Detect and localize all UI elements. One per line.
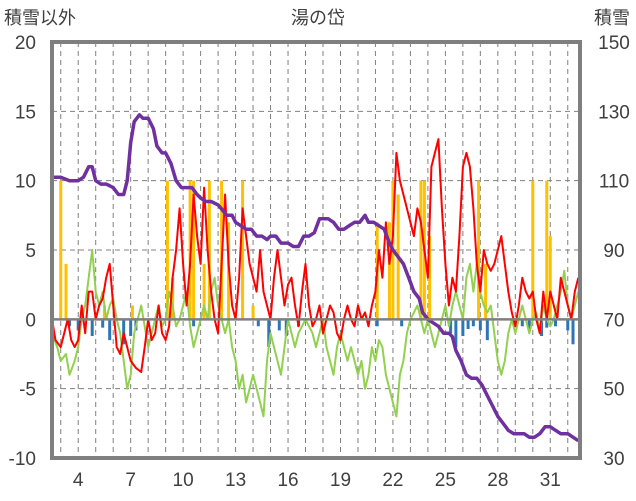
plot-frame [50,40,582,460]
x-tick-label: 16 [277,470,298,491]
grid-lines [52,42,580,458]
x-tick-label: 22 [382,470,403,491]
snow_change-bar [101,319,105,328]
left-tick-label: 5 [25,241,36,262]
right-tick-label: 90 [603,241,624,262]
snow_change-bar [461,319,465,336]
snow_change-bar [571,319,575,345]
x-tick-label: 4 [73,470,84,491]
x-tick-label: 28 [487,470,508,491]
snow_change-bar [466,319,470,330]
x-tick-label: 10 [173,470,194,491]
precip-bar [59,180,63,320]
left-tick-label: 20 [15,33,36,54]
precip-bar [548,236,552,320]
precip-bar [202,263,206,320]
x-tick-label: 19 [330,470,351,491]
snow_change-bar [400,319,404,327]
left-tick-label: 0 [25,310,36,331]
x-tick-label: 13 [225,470,246,491]
precip-bar [484,263,488,320]
x-tick-label: 25 [435,470,456,491]
snow_depth-line [52,113,580,443]
left-tick-label: 10 [15,172,36,193]
left-tick-label: -10 [9,449,36,470]
x-tick-label: 7 [125,470,136,491]
right-tick-label: 150 [598,33,630,54]
snow_change-bar [520,319,524,327]
right-tick-label: 70 [603,310,624,331]
snow_change-bar [545,319,549,328]
precip-bar [251,305,255,320]
temp_min-line [51,249,580,418]
right-tick-label: 130 [598,102,630,123]
snow_change-bar [129,319,133,336]
precip-bar [64,263,68,320]
precip-bar [192,180,196,320]
snow_change-bar [90,319,94,336]
x-tick-label: 31 [540,470,561,491]
left-tick-label: 15 [15,102,36,123]
precip-bar [130,305,134,320]
snow_change-bar [267,319,271,348]
snow_change-bar [76,319,80,331]
precip-bar [387,222,391,320]
precip-bar [171,277,175,320]
precip-bar [419,180,423,320]
series-lines [51,113,580,443]
right-axis-label: 積雪 [594,8,630,29]
snow_change-bar [540,319,544,336]
snow_change-bar [449,319,453,334]
chart-title: 湯の岱 [291,8,345,29]
precip-bar [545,180,549,320]
snow_change-bar [277,319,281,331]
precip-bar [207,180,211,320]
snow_change-bar [192,319,196,327]
snow_change-bar [375,319,379,327]
precip-bar [165,180,169,320]
snow_change-bar [478,319,482,331]
left-axis-label: 積雪以外 [4,8,76,29]
precip-bar [241,180,245,320]
snow_change-bar [256,319,260,327]
precip-bar [531,180,535,320]
snow_change-bar [122,319,126,345]
snow_change-bar [108,319,112,341]
snow_change-bar [527,319,531,331]
snow_change-bar [554,319,558,327]
snow_change-bar [67,319,71,327]
left-tick-label: -5 [19,380,36,401]
snow_change-bar [485,319,489,341]
snow_change-bar [566,319,570,331]
precip-bar [477,180,481,320]
right-tick-label: 30 [603,449,624,470]
right-tick-label: 50 [603,380,624,401]
temp_max-line [51,138,580,373]
right-tick-label: 110 [599,172,629,193]
snow_change-bar [471,319,475,327]
precip-bar [428,236,432,320]
snow_change-bar [454,319,458,348]
